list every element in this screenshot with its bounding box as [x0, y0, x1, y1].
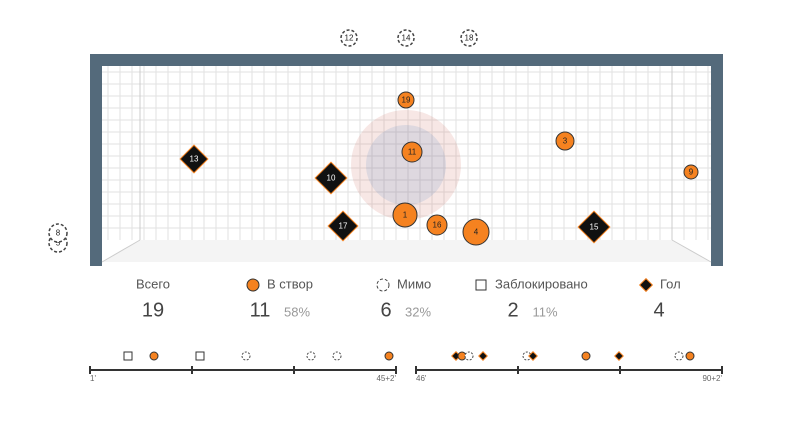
shot-on-target [462, 218, 490, 246]
timeline: 1' 45+2' 46' 90+2' [89, 351, 723, 383]
timeline-event [478, 351, 488, 361]
shot-off-target [48, 223, 68, 243]
shot-on-target [555, 131, 575, 151]
shot-number: 16 [433, 221, 442, 230]
shot-on-target [683, 164, 699, 180]
shot-number: 5 [56, 239, 61, 248]
timeline-label: 90+2' [702, 374, 722, 383]
shot-goal [314, 161, 348, 195]
stat-label: Гол [660, 276, 681, 291]
shot-number: 12 [345, 34, 354, 43]
logo-inner [366, 125, 446, 205]
timeline-label: 1' [90, 374, 96, 383]
timeline-event [674, 351, 684, 361]
timeline-event [149, 351, 159, 361]
timeline-label: 45+2' [376, 374, 396, 383]
stat-share: 32% [405, 304, 431, 319]
stat-label: Всего [136, 276, 170, 291]
shot-off-target [397, 29, 415, 47]
stat-share: 11% [532, 304, 557, 319]
shot-number: 9 [689, 168, 694, 177]
stat-count: 6 [380, 299, 391, 321]
legend-icon [638, 277, 654, 293]
shot-number: 15 [590, 223, 599, 232]
shot-number: 8 [56, 229, 61, 238]
legend-icon [246, 278, 260, 292]
stat-label: Заблокировано [495, 276, 588, 291]
net-edge [101, 239, 141, 263]
stat-label: Мимо [397, 276, 431, 291]
shots: 58 12 14 18 19 11 3 13 10 9 1 16 4 17 15 [48, 29, 699, 253]
timeline-event [464, 351, 474, 361]
stat-count: 4 [653, 299, 664, 321]
shot-number: 10 [327, 174, 336, 183]
shot-goal [179, 144, 209, 174]
timeline-event [384, 351, 394, 361]
shot-number: 18 [465, 34, 474, 43]
stat-count: 19 [142, 299, 164, 321]
shot-number: 19 [402, 96, 411, 105]
shot-goal [327, 210, 359, 242]
shot-on-target [426, 214, 448, 236]
shot-number: 4 [474, 228, 479, 237]
stat-count: 11 [250, 299, 271, 321]
timeline-event [614, 351, 624, 361]
timeline-event [306, 351, 316, 361]
stats: Всего 19 В створ 11 58% Мимо 6 32% Заблокировано… [136, 276, 681, 321]
timeline-event [685, 351, 695, 361]
shot-off-target [340, 29, 358, 47]
net-edge [671, 239, 712, 263]
stat-share: 58% [284, 304, 310, 319]
timeline-event [332, 351, 342, 361]
shot-number: 11 [408, 148, 417, 157]
shot-number: 3 [563, 137, 568, 146]
timeline-event [241, 351, 251, 361]
legend-icon [475, 279, 487, 291]
shot-number: 14 [402, 34, 411, 43]
shot-off-target [460, 29, 478, 47]
timeline-event [581, 351, 591, 361]
shot-number: 13 [190, 155, 199, 164]
shot-on-target [392, 202, 418, 228]
shot-number: 17 [339, 222, 348, 231]
shot-on-target [401, 141, 423, 163]
timeline-event [195, 351, 205, 361]
legend-icon [376, 278, 390, 292]
stat-count: 2 [507, 299, 518, 321]
net-floor [102, 240, 711, 262]
shot-on-target [397, 91, 415, 109]
stat-label: В створ [267, 276, 313, 291]
logo [351, 110, 461, 220]
shot-number: 1 [403, 211, 408, 220]
shot-goal [577, 210, 611, 244]
net-grid [101, 66, 712, 263]
timeline-event [528, 351, 538, 361]
timeline-label: 46' [416, 374, 427, 383]
timeline-event [123, 351, 133, 361]
